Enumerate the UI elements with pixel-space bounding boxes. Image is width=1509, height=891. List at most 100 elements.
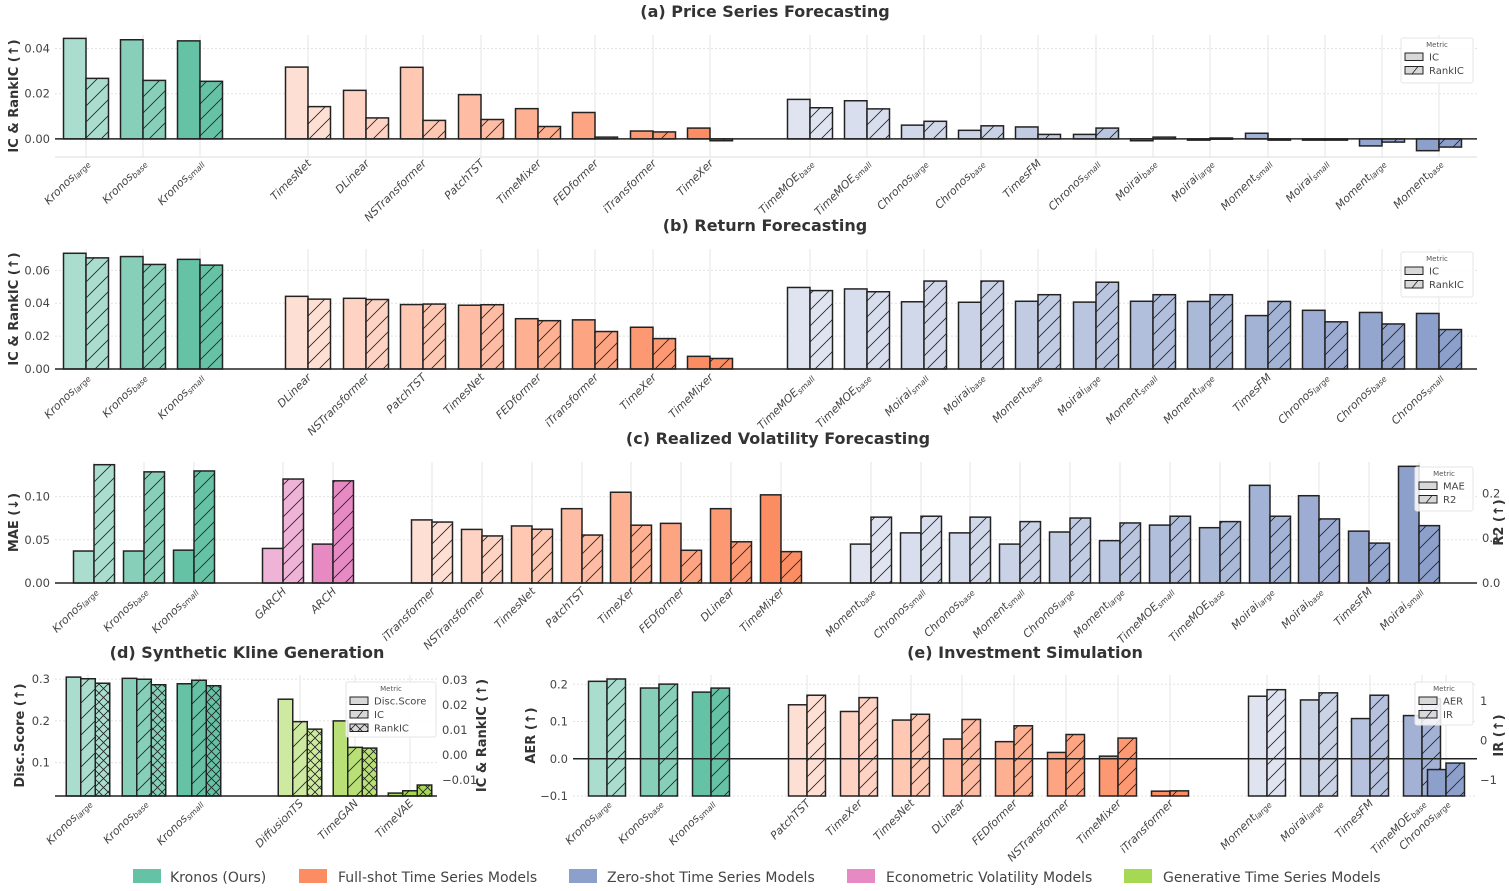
bar-hatch — [206, 685, 221, 796]
bar-hatch — [1153, 294, 1176, 369]
bar-mae — [948, 532, 971, 584]
x-tick-label: TimeXer — [823, 796, 866, 839]
bar-hatch — [308, 106, 331, 139]
bar-ic — [399, 303, 424, 370]
x-tick-label: FEDformer — [636, 584, 688, 636]
x-tick-label: Momentlarge — [1333, 157, 1389, 213]
bar-ic — [514, 317, 539, 370]
bar-ic — [1358, 138, 1383, 147]
legend-label-fullshot: Full-shot Time Series Models — [338, 870, 537, 886]
bar-hatch — [731, 541, 752, 583]
title-b: (b) Return Forecasting — [663, 216, 868, 235]
bar-hatch — [859, 697, 878, 796]
bar-hatch — [1382, 138, 1405, 143]
bar-ic — [957, 129, 982, 140]
y-axis-label-right: IC & RankIC (↑) — [475, 679, 490, 792]
bar-hatch — [1446, 763, 1465, 796]
x-tick-label: DLinear — [333, 156, 373, 196]
bar-hatch — [1120, 522, 1141, 583]
bar-hatch — [981, 125, 1004, 139]
legend-title: Metric — [1426, 255, 1448, 263]
bar-hatch — [423, 304, 446, 369]
bar-mae — [1297, 494, 1320, 584]
legend-entry: RankIC — [1429, 66, 1464, 77]
x-tick-label: TimeVAE — [373, 797, 417, 841]
x-tick-label: Chronossmall — [871, 584, 929, 642]
legend-label-econ: Econometric Volatility Models — [886, 870, 1092, 886]
y-tick-label: 0.02 — [24, 87, 50, 101]
bar-hatch — [1210, 294, 1233, 369]
legend-hatch — [1411, 280, 1419, 289]
legend-hatch — [1425, 710, 1433, 719]
legend-entry: RankIC — [374, 724, 409, 735]
x-tick-label: DLinear — [275, 370, 315, 410]
bar-hatch — [871, 517, 892, 583]
bar-hatch — [981, 281, 1004, 369]
y-tick-label: 0.04 — [24, 296, 50, 310]
bar-mae — [849, 543, 872, 584]
x-tick-label: Kronosbase — [101, 797, 151, 847]
bar-hatch — [1096, 282, 1119, 369]
legend-hatch — [1411, 66, 1419, 75]
x-tick-label: TimesNet — [441, 370, 488, 417]
bar-aer — [639, 687, 660, 797]
x-tick-label: Momentbase — [1391, 157, 1446, 212]
x-tick-label: Moirailarge — [1229, 585, 1277, 633]
bar-hatch — [94, 464, 115, 583]
bar-hatch — [144, 471, 165, 583]
bar-hatch — [810, 107, 833, 139]
x-tick-label: PatchTST — [384, 370, 430, 416]
x-tick-label: TimeMixer — [1074, 796, 1125, 847]
bar-hatch — [970, 517, 991, 583]
x-tick-label: FEDformer — [969, 796, 1021, 848]
bar-ic — [1014, 126, 1039, 140]
legend-entry: AER — [1443, 697, 1463, 708]
x-tick-label: NSTransformer — [305, 370, 373, 438]
y-tick-label: 0.05 — [24, 533, 50, 547]
x-tick-label: Kronossmall — [155, 370, 207, 422]
bar-hatch — [532, 529, 553, 583]
x-tick-label: TimeGAN — [315, 797, 361, 843]
x-tick-label: Moirailarge — [1055, 371, 1103, 419]
bar-aer — [1150, 790, 1171, 797]
bar-mae — [311, 543, 334, 584]
y-tick-label: 0.00 — [24, 362, 50, 376]
bar-hatch — [432, 522, 453, 583]
x-tick-label: Momentsmall — [1103, 370, 1160, 427]
legend-swatch — [1404, 266, 1424, 275]
y-axis-label: IC & RankIC (↑) — [7, 252, 22, 365]
x-tick-label: Kronoslarge — [42, 371, 93, 422]
x-tick-label: iTransformer — [542, 370, 602, 430]
bar-ic — [119, 255, 144, 370]
bar-mae — [410, 519, 433, 584]
bar-hatch — [781, 551, 802, 583]
x-tick-label: TimeMOEbase — [756, 157, 816, 217]
x-tick-label: Moiraismall — [1283, 156, 1332, 205]
bar-hatch — [921, 516, 942, 583]
bar-ic — [1415, 138, 1440, 152]
bar-mae — [1098, 539, 1121, 584]
bar-ic — [1301, 309, 1326, 370]
bar-mae — [899, 532, 922, 584]
bar-ic — [957, 301, 982, 370]
y-right-tick-label: −1 — [1480, 773, 1497, 787]
bar-hatch — [1096, 128, 1119, 139]
bar-hatch — [1370, 695, 1389, 796]
bar-hatch — [1319, 518, 1340, 583]
bar-hatch — [1020, 521, 1041, 583]
x-tick-label: PatchTST — [768, 796, 814, 842]
bar-hatch — [1038, 294, 1061, 369]
bar-hatch — [481, 119, 504, 139]
bar-ic — [342, 297, 367, 370]
bar-hatch — [962, 719, 981, 796]
bar-hatch — [924, 121, 947, 139]
bar-ic — [900, 124, 925, 140]
x-tick-label: Moiraibase — [1113, 157, 1160, 204]
bar-aer — [1247, 695, 1268, 797]
y-tick-label: 0.2 — [32, 714, 50, 728]
x-tick-label: Moiraibase — [941, 371, 988, 418]
y-tick-label: 0.2 — [550, 677, 568, 691]
bar-hatch — [1267, 689, 1286, 796]
x-tick-label: TimeXer — [674, 156, 717, 199]
bar-hatch — [1439, 138, 1462, 148]
